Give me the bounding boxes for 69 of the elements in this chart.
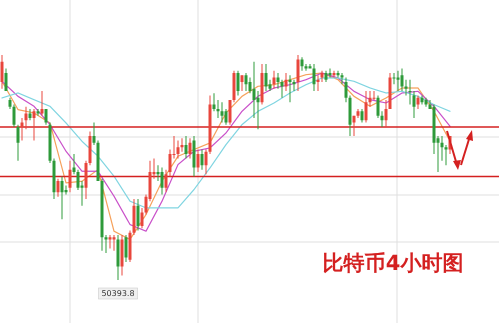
candlestick [184, 136, 188, 159]
candlestick [92, 122, 96, 146]
candlestick [404, 79, 408, 96]
candlestick [236, 70, 240, 96]
candlestick [352, 115, 356, 136]
candlestick [264, 64, 268, 92]
candlestick [380, 110, 384, 128]
candlestick [72, 154, 76, 175]
candlestick [312, 64, 316, 92]
candlestick [0, 54, 4, 90]
candlestick [300, 56, 304, 72]
candlestick [188, 138, 192, 159]
candlestick [368, 90, 372, 108]
candlestick [140, 208, 144, 229]
candlestick [200, 149, 204, 170]
candlestick [412, 90, 416, 118]
candlestick [292, 79, 296, 92]
candlestick [124, 234, 128, 262]
candlestick [136, 198, 140, 231]
candlestick [296, 54, 300, 92]
candlestick [400, 68, 404, 92]
candlestick [408, 79, 412, 105]
candlestick [384, 100, 388, 128]
candlestick [276, 72, 280, 90]
candlestick [320, 70, 324, 82]
candlestick [272, 70, 276, 90]
candlestick [160, 167, 164, 195]
candlestick [252, 61, 256, 118]
candlestick [244, 72, 248, 92]
candlestick [212, 92, 216, 112]
candlestick [168, 149, 172, 177]
candlestick [28, 108, 32, 121]
candlestick [220, 102, 224, 123]
candlestick [396, 70, 400, 92]
candlestick [416, 95, 420, 110]
candlestick [364, 90, 368, 123]
candlestick [8, 97, 12, 110]
candlestick [44, 108, 48, 126]
candlestick [196, 149, 200, 172]
candlestick [32, 108, 36, 141]
candlestick [324, 70, 328, 82]
candlestick [344, 77, 348, 103]
candlestick [280, 79, 284, 98]
candlestick [392, 72, 396, 85]
candlestick [24, 106, 28, 130]
candlestick [16, 124, 20, 162]
candlestick [204, 149, 208, 175]
candlestick [228, 100, 232, 126]
candlestick [68, 160, 72, 193]
candlestick [164, 169, 168, 193]
candlestick [40, 90, 44, 116]
candlestick [4, 68, 8, 92]
candlestick [180, 138, 184, 152]
candlestick [360, 108, 364, 123]
candlestick [76, 169, 80, 190]
candlestick [240, 74, 244, 92]
candlestick [224, 108, 228, 126]
candlestick [440, 136, 444, 162]
candlestick [176, 140, 180, 159]
candlestick [284, 72, 288, 92]
candlestick [12, 104, 16, 128]
candlestick [376, 95, 380, 118]
candlestick [216, 100, 220, 118]
candlestick [20, 118, 24, 141]
candlestick [256, 90, 260, 130]
candlestick [56, 178, 60, 198]
candlestick [60, 176, 64, 220]
text: 50393.8 [101, 289, 135, 298]
text: 比特币4小时图 [322, 251, 464, 275]
